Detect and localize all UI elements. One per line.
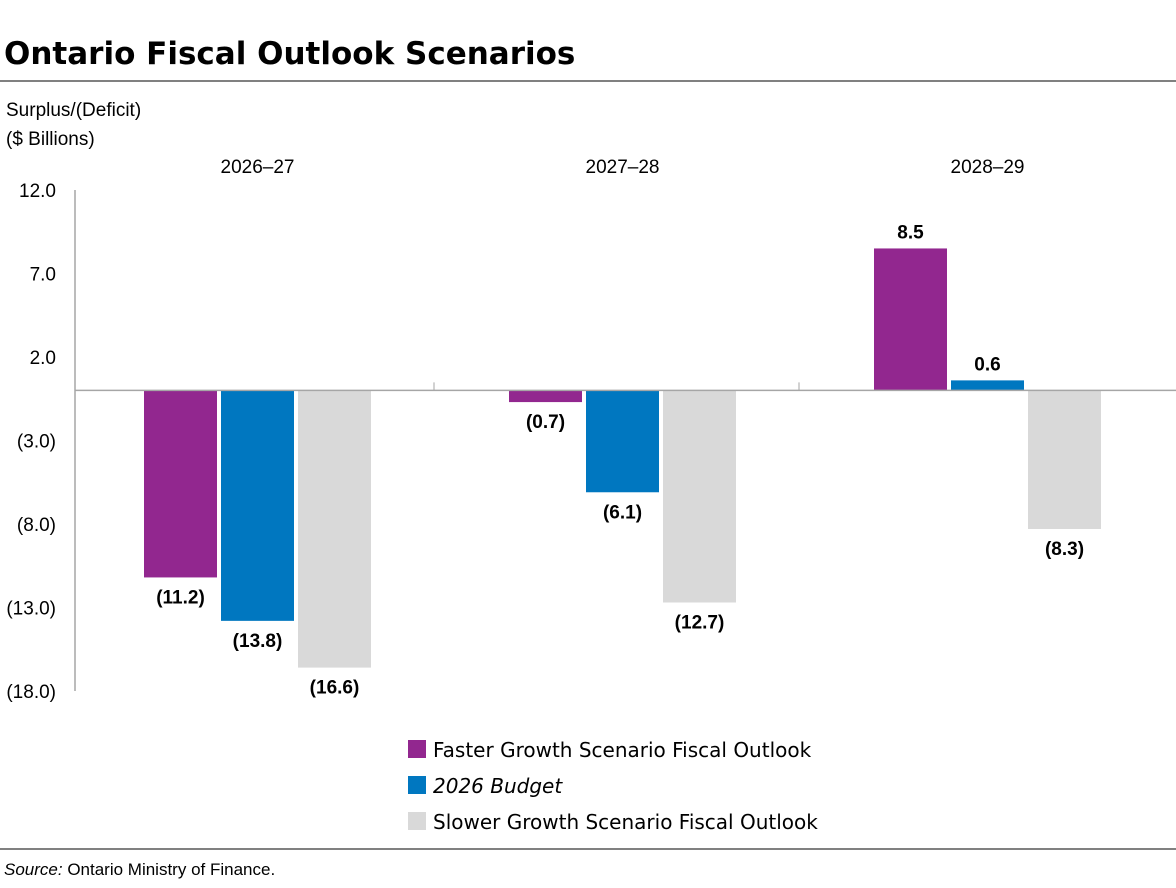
data-label: (13.8)	[233, 631, 283, 652]
data-label: (6.1)	[603, 502, 642, 523]
bar	[951, 380, 1024, 391]
y-axis-label-line2: ($ Billions)	[6, 129, 95, 150]
bar	[874, 248, 947, 391]
bar	[586, 390, 659, 493]
legend-label: 2026 Budget	[433, 774, 563, 798]
source-note: Source: Ontario Ministry of Finance.	[4, 860, 275, 879]
bar	[221, 390, 294, 621]
data-label: (8.3)	[1045, 539, 1084, 560]
source-text: Ontario Ministry of Finance.	[63, 860, 276, 879]
data-label: (16.6)	[310, 678, 360, 699]
source-label: Source:	[4, 860, 63, 879]
bar	[509, 390, 582, 403]
category-label: 2028–29	[951, 157, 1025, 178]
legend-label: Slower Growth Scenario Fiscal Outlook	[433, 810, 818, 834]
data-label: 0.6	[974, 354, 1000, 375]
data-label: (11.2)	[156, 587, 205, 608]
data-label: 8.5	[897, 222, 924, 243]
category-label: 2027–28	[586, 157, 660, 178]
y-tick-label: (3.0)	[17, 432, 56, 453]
bar	[298, 390, 371, 668]
bar	[1028, 390, 1101, 530]
y-tick-label: (18.0)	[6, 682, 56, 703]
y-axis-label-line1: Surplus/(Deficit)	[6, 100, 141, 121]
bar	[144, 390, 217, 578]
y-tick-label: (8.0)	[17, 515, 56, 536]
category-label: 2026–27	[221, 157, 295, 178]
legend-swatch	[408, 812, 426, 830]
data-label: (0.7)	[526, 412, 565, 433]
y-tick-label: 2.0	[30, 348, 56, 369]
chart-title: Ontario Fiscal Outlook Scenarios	[4, 36, 575, 72]
data-label: (12.7)	[675, 612, 725, 633]
y-tick-label: (13.0)	[6, 599, 56, 620]
bar	[663, 390, 736, 603]
legend-swatch	[408, 776, 426, 794]
y-tick-label: 12.0	[19, 181, 56, 202]
legend-label: Faster Growth Scenario Fiscal Outlook	[433, 738, 812, 762]
y-tick-label: 7.0	[30, 265, 56, 286]
legend-swatch	[408, 740, 426, 758]
